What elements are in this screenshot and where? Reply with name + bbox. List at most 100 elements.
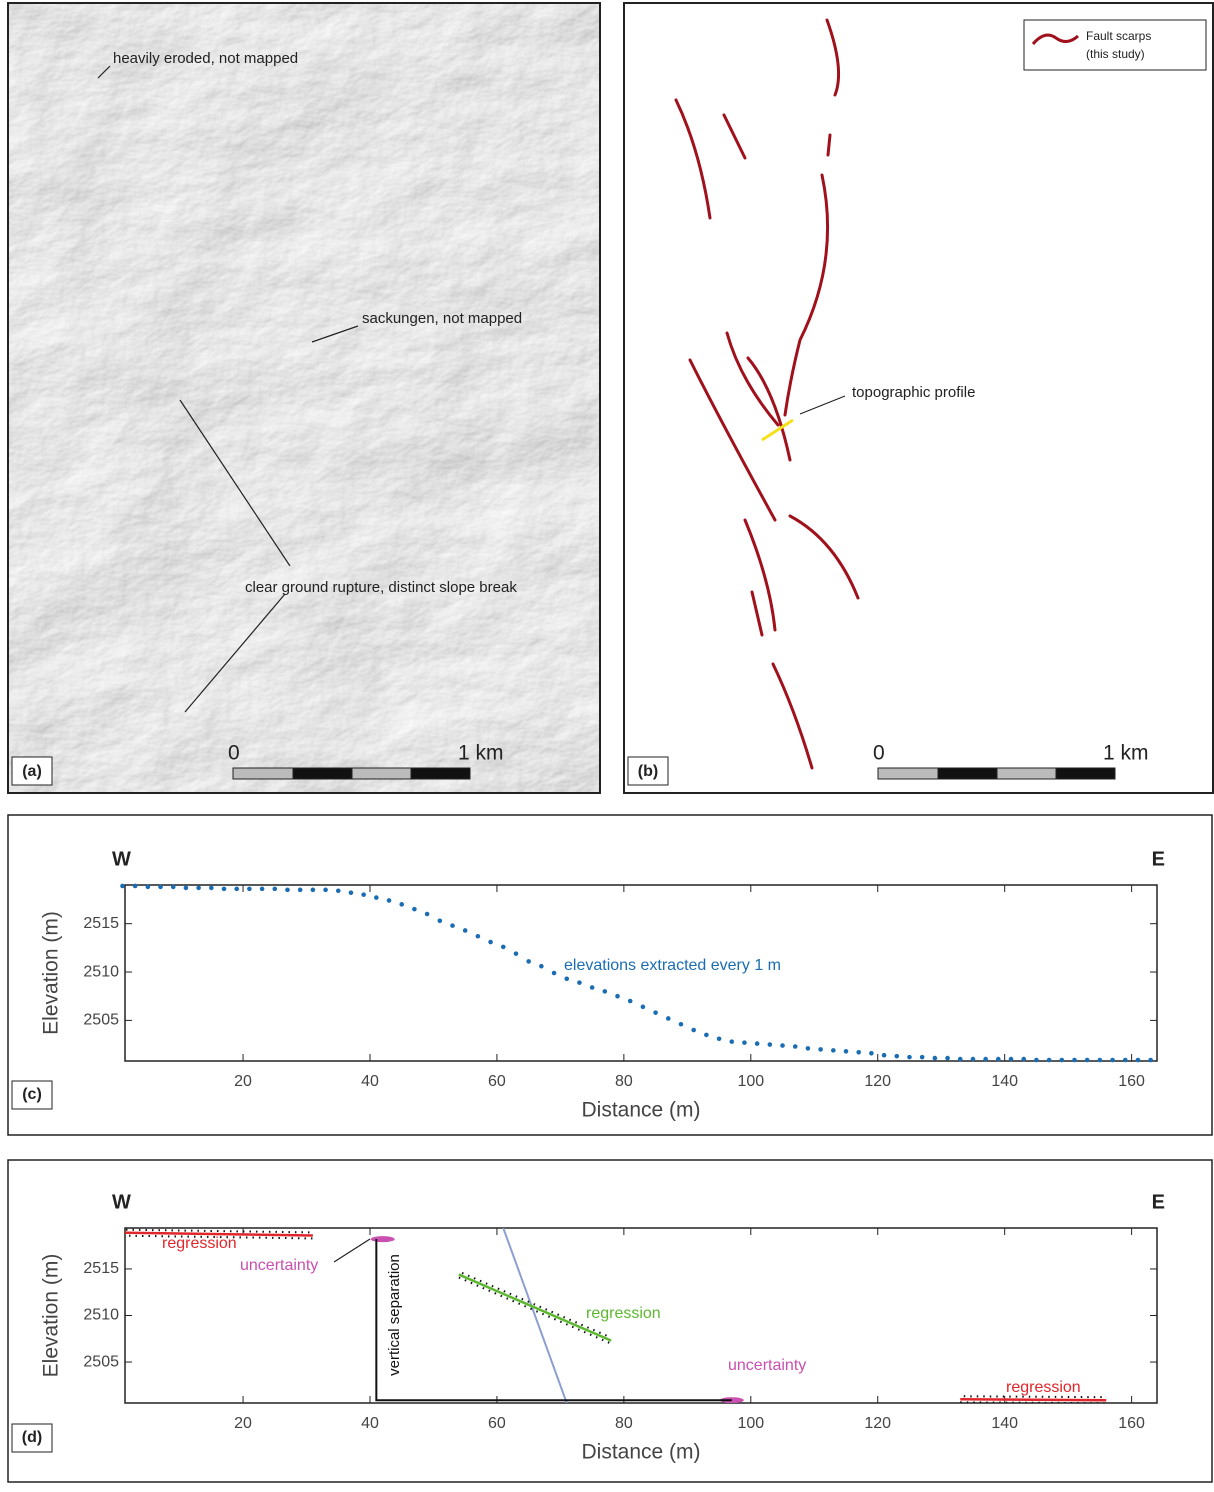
series-dots (960, 1395, 1107, 1399)
data-point (831, 1048, 836, 1053)
series-line (375, 1239, 732, 1402)
y-tick-label: 2515 (83, 915, 119, 932)
x-tick-label: 120 (864, 1073, 891, 1090)
legend-swatch (1031, 33, 1080, 46)
hillshade-a (8, 3, 600, 793)
data-point (729, 1039, 735, 1044)
data-point (970, 1056, 976, 1062)
panel-frame (7, 2, 601, 794)
data-point (932, 1055, 938, 1061)
panel-frame (7, 1159, 1213, 1483)
x-tick-label: 120 (864, 1415, 891, 1432)
fault-scarps (674, 18, 860, 770)
data-point (209, 885, 214, 891)
data-point (475, 933, 481, 939)
data-point (1148, 1057, 1153, 1063)
data-point (348, 890, 354, 896)
east-label: E (1152, 848, 1165, 870)
data-point (386, 898, 392, 903)
y-tick-label: 2510 (83, 963, 119, 980)
data-point (754, 1041, 760, 1046)
label-box (11, 1080, 53, 1110)
annotation: clear ground rupture, distinct slope bre… (245, 579, 517, 596)
profile-line (761, 418, 794, 442)
data-point (183, 885, 189, 891)
leader (333, 1238, 371, 1263)
data-point (957, 1056, 963, 1062)
annotation: elevations extracted every 1 m (564, 957, 781, 974)
data-point (856, 1049, 861, 1055)
panel-frame (623, 2, 1214, 794)
legend (1023, 19, 1207, 71)
data-point (1034, 1057, 1039, 1063)
x-tick-label: 20 (234, 1073, 252, 1090)
data-point (450, 923, 455, 928)
data-point (551, 970, 557, 976)
data-point (881, 1052, 887, 1058)
legend-entry: (this study) (1086, 47, 1145, 61)
data-point (335, 888, 341, 894)
data-point (577, 980, 582, 985)
data-point (1021, 1056, 1027, 1062)
data-point (869, 1050, 874, 1056)
panel-label: (d) (22, 1429, 42, 1446)
data-point (665, 1016, 671, 1021)
data-point (285, 887, 290, 893)
data-point (424, 911, 430, 917)
scale-label: 1 km (1103, 742, 1149, 765)
legend-entry: Fault scarps (1086, 29, 1151, 43)
data-point (196, 885, 201, 891)
y-tick-label: 2505 (83, 1012, 119, 1029)
data-point (437, 918, 443, 924)
data-point (1059, 1057, 1065, 1063)
data-point (170, 884, 176, 890)
series-line (502, 1228, 568, 1403)
data-point (640, 1004, 646, 1010)
data-point (742, 1040, 747, 1045)
data-point (780, 1043, 785, 1048)
charts: 20 40 60 80 100 120 140 160 2505 2510 2515 Distance… (11, 848, 1165, 1464)
x-tick-label: 60 (488, 1073, 506, 1090)
data-point (919, 1054, 925, 1060)
data-point (1008, 1056, 1014, 1062)
x-tick-label: 160 (1118, 1415, 1145, 1432)
data-point (132, 883, 138, 889)
label-box (11, 1423, 53, 1453)
panel-label: (b) (638, 763, 658, 780)
data-point (539, 963, 544, 969)
x-tick-label: 20 (234, 1415, 252, 1432)
data-point (259, 886, 265, 892)
x-axis-title: Distance (m) (581, 1099, 700, 1122)
panel-label: (c) (22, 1086, 42, 1103)
data-point (1097, 1057, 1103, 1063)
scale-label: 0 (228, 742, 240, 765)
data-point (462, 928, 468, 933)
x-tick-label: 100 (737, 1415, 764, 1432)
data-point (767, 1042, 773, 1047)
annotation: topographic profile (852, 384, 975, 401)
series-label: uncertainty (728, 1357, 806, 1374)
y-axis-title: Elevation (m) (40, 911, 63, 1035)
data-point (589, 985, 595, 990)
x-tick-label: 140 (991, 1073, 1018, 1090)
data-point (323, 887, 328, 893)
plot-frame (124, 884, 1158, 1062)
scale-label: 1 km (458, 742, 504, 765)
data-point (691, 1027, 696, 1033)
data-point (272, 886, 278, 892)
data-point (412, 906, 417, 912)
series-label: regression (162, 1235, 237, 1252)
data-point (513, 951, 519, 956)
data-point (653, 1010, 658, 1015)
data-point (704, 1032, 709, 1038)
scale-label: 0 (873, 742, 885, 765)
data-point (500, 944, 506, 950)
data-point (602, 989, 608, 994)
annotation: sackungen, not mapped (362, 310, 522, 327)
data-point (894, 1053, 900, 1059)
data-point (945, 1055, 950, 1061)
data-point (297, 887, 303, 893)
data-point (996, 1056, 1001, 1062)
series-line (458, 1273, 612, 1342)
